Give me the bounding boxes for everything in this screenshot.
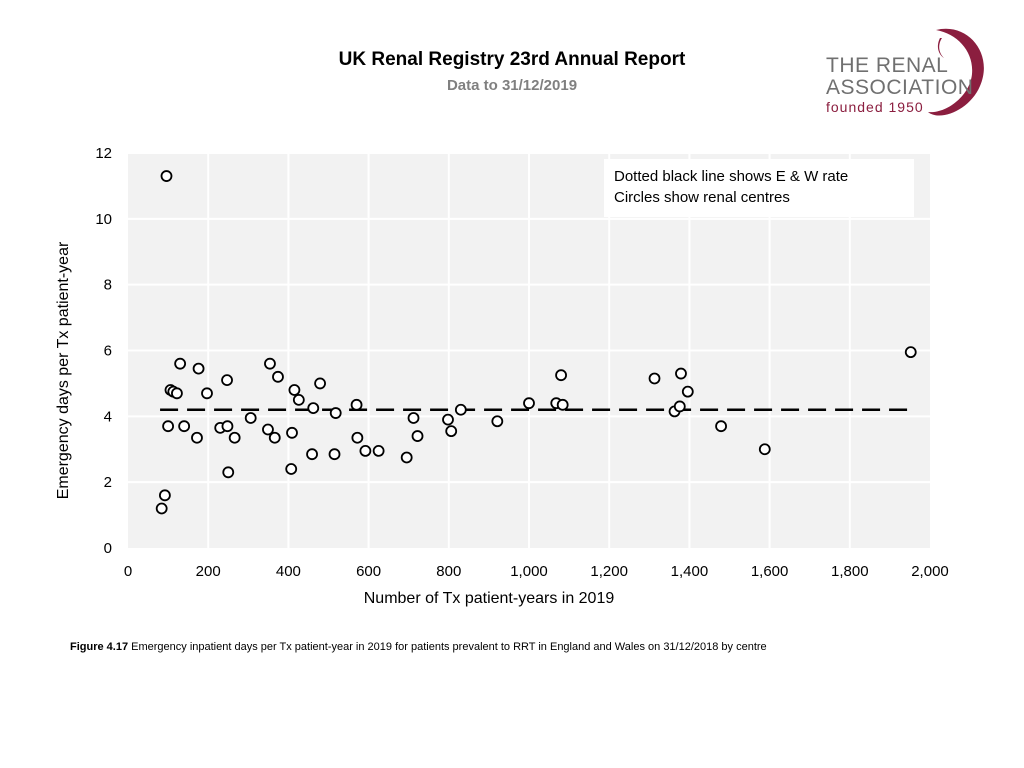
x-tick-label: 1,200 (590, 563, 628, 580)
data-point (201, 387, 213, 400)
figure-caption: Figure 4.17 Emergency inpatient days per… (70, 641, 767, 653)
data-point (400, 451, 413, 464)
data-point (681, 385, 694, 398)
data-point (155, 502, 168, 515)
legend-text-line: Dotted black line shows E & W rate (614, 168, 848, 185)
legend-box (604, 159, 914, 217)
data-point (244, 412, 257, 424)
logo-line-2: ASSOCIATION (826, 76, 974, 99)
data-point (268, 431, 281, 444)
y-tick-label: 0 (104, 540, 112, 557)
figure-caption-label: Figure 4.17 (70, 641, 129, 653)
data-point (178, 420, 191, 433)
x-tick-label: 2,000 (911, 563, 949, 580)
data-point (221, 420, 234, 433)
data-point (221, 374, 233, 387)
figure-caption-text: Emergency inpatient days per Tx patient-… (128, 641, 767, 653)
data-point (372, 444, 385, 457)
logo-swirl-icon (928, 28, 984, 116)
y-tick-label: 8 (104, 277, 112, 294)
logo-line-3: founded 1950 (826, 99, 924, 115)
data-point (351, 431, 364, 444)
data-point (904, 346, 917, 359)
data-point (648, 372, 661, 385)
x-tick-label: 1,800 (831, 563, 869, 580)
data-point (758, 443, 771, 456)
data-point (715, 420, 727, 433)
x-tick-label: 600 (356, 563, 381, 580)
data-point (192, 362, 205, 375)
data-point (292, 393, 305, 406)
data-point (350, 398, 363, 411)
x-tick-label: 1,600 (751, 563, 789, 580)
y-tick-label: 2 (104, 474, 112, 491)
data-point (160, 170, 173, 182)
data-point (222, 466, 235, 479)
data-point (307, 402, 320, 415)
data-point (158, 489, 171, 502)
data-point (306, 448, 318, 461)
data-point (162, 420, 175, 433)
renal-association-logo: THE RENAL ASSOCIATION founded 1950 (822, 24, 994, 120)
report-subtitle: Data to 31/12/2019 (446, 77, 578, 94)
data-point (407, 412, 420, 424)
data-point (174, 357, 187, 370)
y-tick-label: 6 (104, 343, 112, 360)
y-tick-label: 12 (95, 145, 112, 162)
data-point (191, 431, 203, 444)
y-axis-label: Emergency days per Tx patient-year (55, 241, 72, 499)
data-point (675, 367, 687, 380)
x-tick-label: 200 (196, 563, 221, 580)
x-tick-label: 0 (124, 563, 132, 580)
report-title: UK Renal Registry 23rd Annual Report (338, 49, 686, 70)
data-point (314, 377, 326, 390)
data-point (329, 407, 342, 419)
data-point (285, 463, 298, 475)
data-point (442, 413, 454, 426)
data-point (556, 398, 569, 411)
data-point (328, 448, 341, 461)
x-tick-label: 1,000 (510, 563, 548, 580)
data-point (171, 387, 183, 400)
data-point (555, 369, 567, 382)
data-point (359, 444, 372, 457)
data-point (262, 423, 274, 436)
data-point (286, 426, 298, 439)
data-point (491, 415, 504, 428)
data-point (673, 400, 686, 413)
data-point (288, 384, 301, 396)
data-point (228, 431, 241, 444)
x-tick-label: 400 (276, 563, 301, 580)
data-point (411, 430, 424, 442)
data-point (523, 397, 535, 410)
logo-line-1: THE RENAL (826, 54, 949, 77)
data-point (445, 425, 458, 438)
data-point (272, 370, 284, 383)
scatter-chart: 0 200 400 600 800 1,000 1,200 1,400 1,600 1,800 2,… (55, 145, 949, 607)
data-point (454, 403, 467, 416)
data-point (264, 357, 276, 370)
y-tick-label: 10 (95, 211, 112, 228)
y-tick-label: 4 (104, 408, 112, 425)
x-axis-label: Number of Tx patient-years in 2019 (364, 590, 615, 607)
x-tick-label: 800 (436, 563, 461, 580)
legend-text-line: Circles show renal centres (614, 189, 790, 206)
x-tick-label: 1,400 (671, 563, 709, 580)
